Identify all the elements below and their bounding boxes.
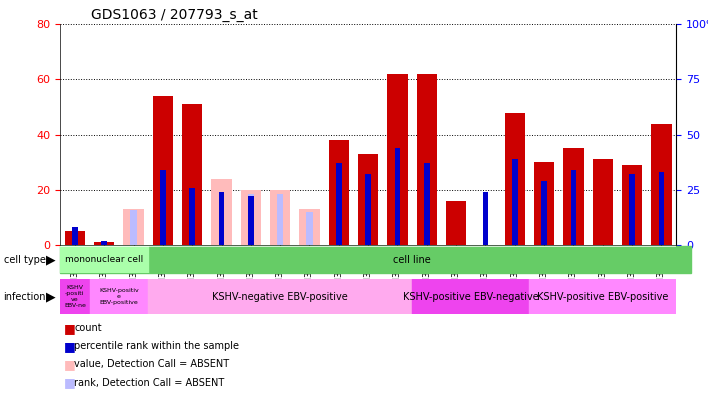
Text: infection: infection — [4, 292, 46, 302]
Bar — [160, 170, 166, 245]
Bar — [365, 175, 371, 245]
Bar — [153, 96, 173, 245]
Bar — [299, 209, 320, 245]
Text: mononuclear cell: mononuclear cell — [65, 255, 143, 264]
Text: count: count — [74, 323, 102, 333]
Bar — [130, 210, 137, 245]
Bar — [424, 163, 430, 245]
Text: ■: ■ — [64, 322, 76, 335]
Bar — [412, 279, 530, 314]
Text: KSHV-positive EBV-positive: KSHV-positive EBV-positive — [537, 292, 668, 302]
Bar — [358, 154, 378, 245]
Bar — [483, 192, 489, 245]
Bar — [416, 74, 437, 245]
Bar — [241, 190, 261, 245]
Text: cell line: cell line — [393, 255, 431, 264]
Bar — [329, 140, 349, 245]
Text: rank, Detection Call = ABSENT: rank, Detection Call = ABSENT — [74, 378, 224, 388]
Bar — [89, 279, 148, 314]
Bar — [219, 192, 224, 245]
Bar — [651, 124, 672, 245]
Bar — [277, 194, 283, 245]
Bar — [534, 162, 554, 245]
Bar — [593, 160, 613, 245]
Bar — [307, 212, 312, 245]
Bar — [542, 181, 547, 245]
Bar — [60, 279, 89, 314]
Bar — [72, 227, 78, 245]
Text: KSHV
-positi
ve
EBV-ne: KSHV -positi ve EBV-ne — [64, 286, 86, 308]
Bar — [64, 231, 85, 245]
Text: cell type: cell type — [4, 255, 45, 264]
Bar — [123, 209, 144, 245]
Bar — [248, 194, 254, 245]
Bar — [211, 179, 232, 245]
Bar — [658, 172, 664, 245]
Bar — [101, 241, 107, 245]
Text: ▶: ▶ — [46, 290, 56, 303]
Text: percentile rank within the sample: percentile rank within the sample — [74, 341, 239, 351]
Text: ■: ■ — [64, 376, 76, 389]
Text: KSHV-negative EBV-positive: KSHV-negative EBV-positive — [212, 292, 348, 302]
Bar — [622, 165, 642, 245]
Text: ■: ■ — [64, 340, 76, 353]
Bar — [94, 242, 115, 245]
Bar — [248, 196, 253, 245]
Bar — [505, 113, 525, 245]
Bar — [72, 227, 78, 245]
Bar — [64, 234, 85, 245]
Bar — [446, 201, 467, 245]
Bar — [182, 104, 202, 245]
Bar — [60, 246, 148, 273]
Text: ▶: ▶ — [46, 253, 56, 266]
Text: KSHV-positiv
e
EBV-positive: KSHV-positiv e EBV-positive — [99, 288, 139, 305]
Text: KSHV-positive EBV-negative: KSHV-positive EBV-negative — [403, 292, 539, 302]
Bar — [571, 170, 576, 245]
Bar — [336, 163, 342, 245]
Bar — [270, 190, 290, 245]
Text: GDS1063 / 207793_s_at: GDS1063 / 207793_s_at — [91, 8, 258, 22]
Bar — [530, 279, 676, 314]
Text: value, Detection Call = ABSENT: value, Detection Call = ABSENT — [74, 360, 229, 369]
Bar — [148, 279, 412, 314]
Bar — [394, 148, 400, 245]
Bar — [387, 74, 408, 245]
Bar — [629, 175, 635, 245]
Bar — [512, 159, 518, 245]
Text: ■: ■ — [64, 358, 76, 371]
Bar — [189, 188, 195, 245]
Bar — [563, 149, 583, 245]
